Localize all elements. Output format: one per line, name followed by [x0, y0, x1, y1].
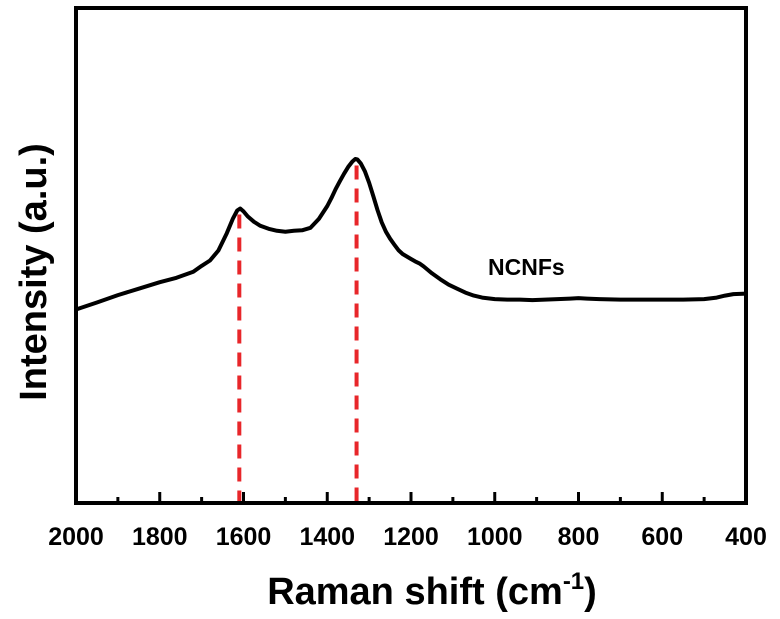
- x-tick-label: 1000: [467, 523, 523, 551]
- x-tick-label: 400: [725, 523, 767, 551]
- x-tick-label: 800: [558, 523, 600, 551]
- series-line-ncnfs: [74, 157, 748, 312]
- x-tick-label: 600: [641, 523, 683, 551]
- x-tick-label: 1600: [216, 523, 272, 551]
- plot-frame: [74, 6, 748, 505]
- x-axis-ticks: [74, 492, 748, 503]
- x-tick-label: 1800: [132, 523, 188, 551]
- x-tick-label: 1400: [299, 523, 355, 551]
- x-tick-label: 1200: [383, 523, 439, 551]
- y-axis-title: Intensity (a.u.): [13, 143, 55, 401]
- x-tick-label: 2000: [48, 523, 104, 551]
- x-axis-tick-labels: 2000 1800 1600 1400 1200 1000 800 600 400: [48, 523, 767, 551]
- x-axis-title: Raman shift (cm-1): [267, 568, 597, 613]
- reference-lines: [237, 165, 359, 503]
- series-annotation: NCNFs: [488, 254, 565, 280]
